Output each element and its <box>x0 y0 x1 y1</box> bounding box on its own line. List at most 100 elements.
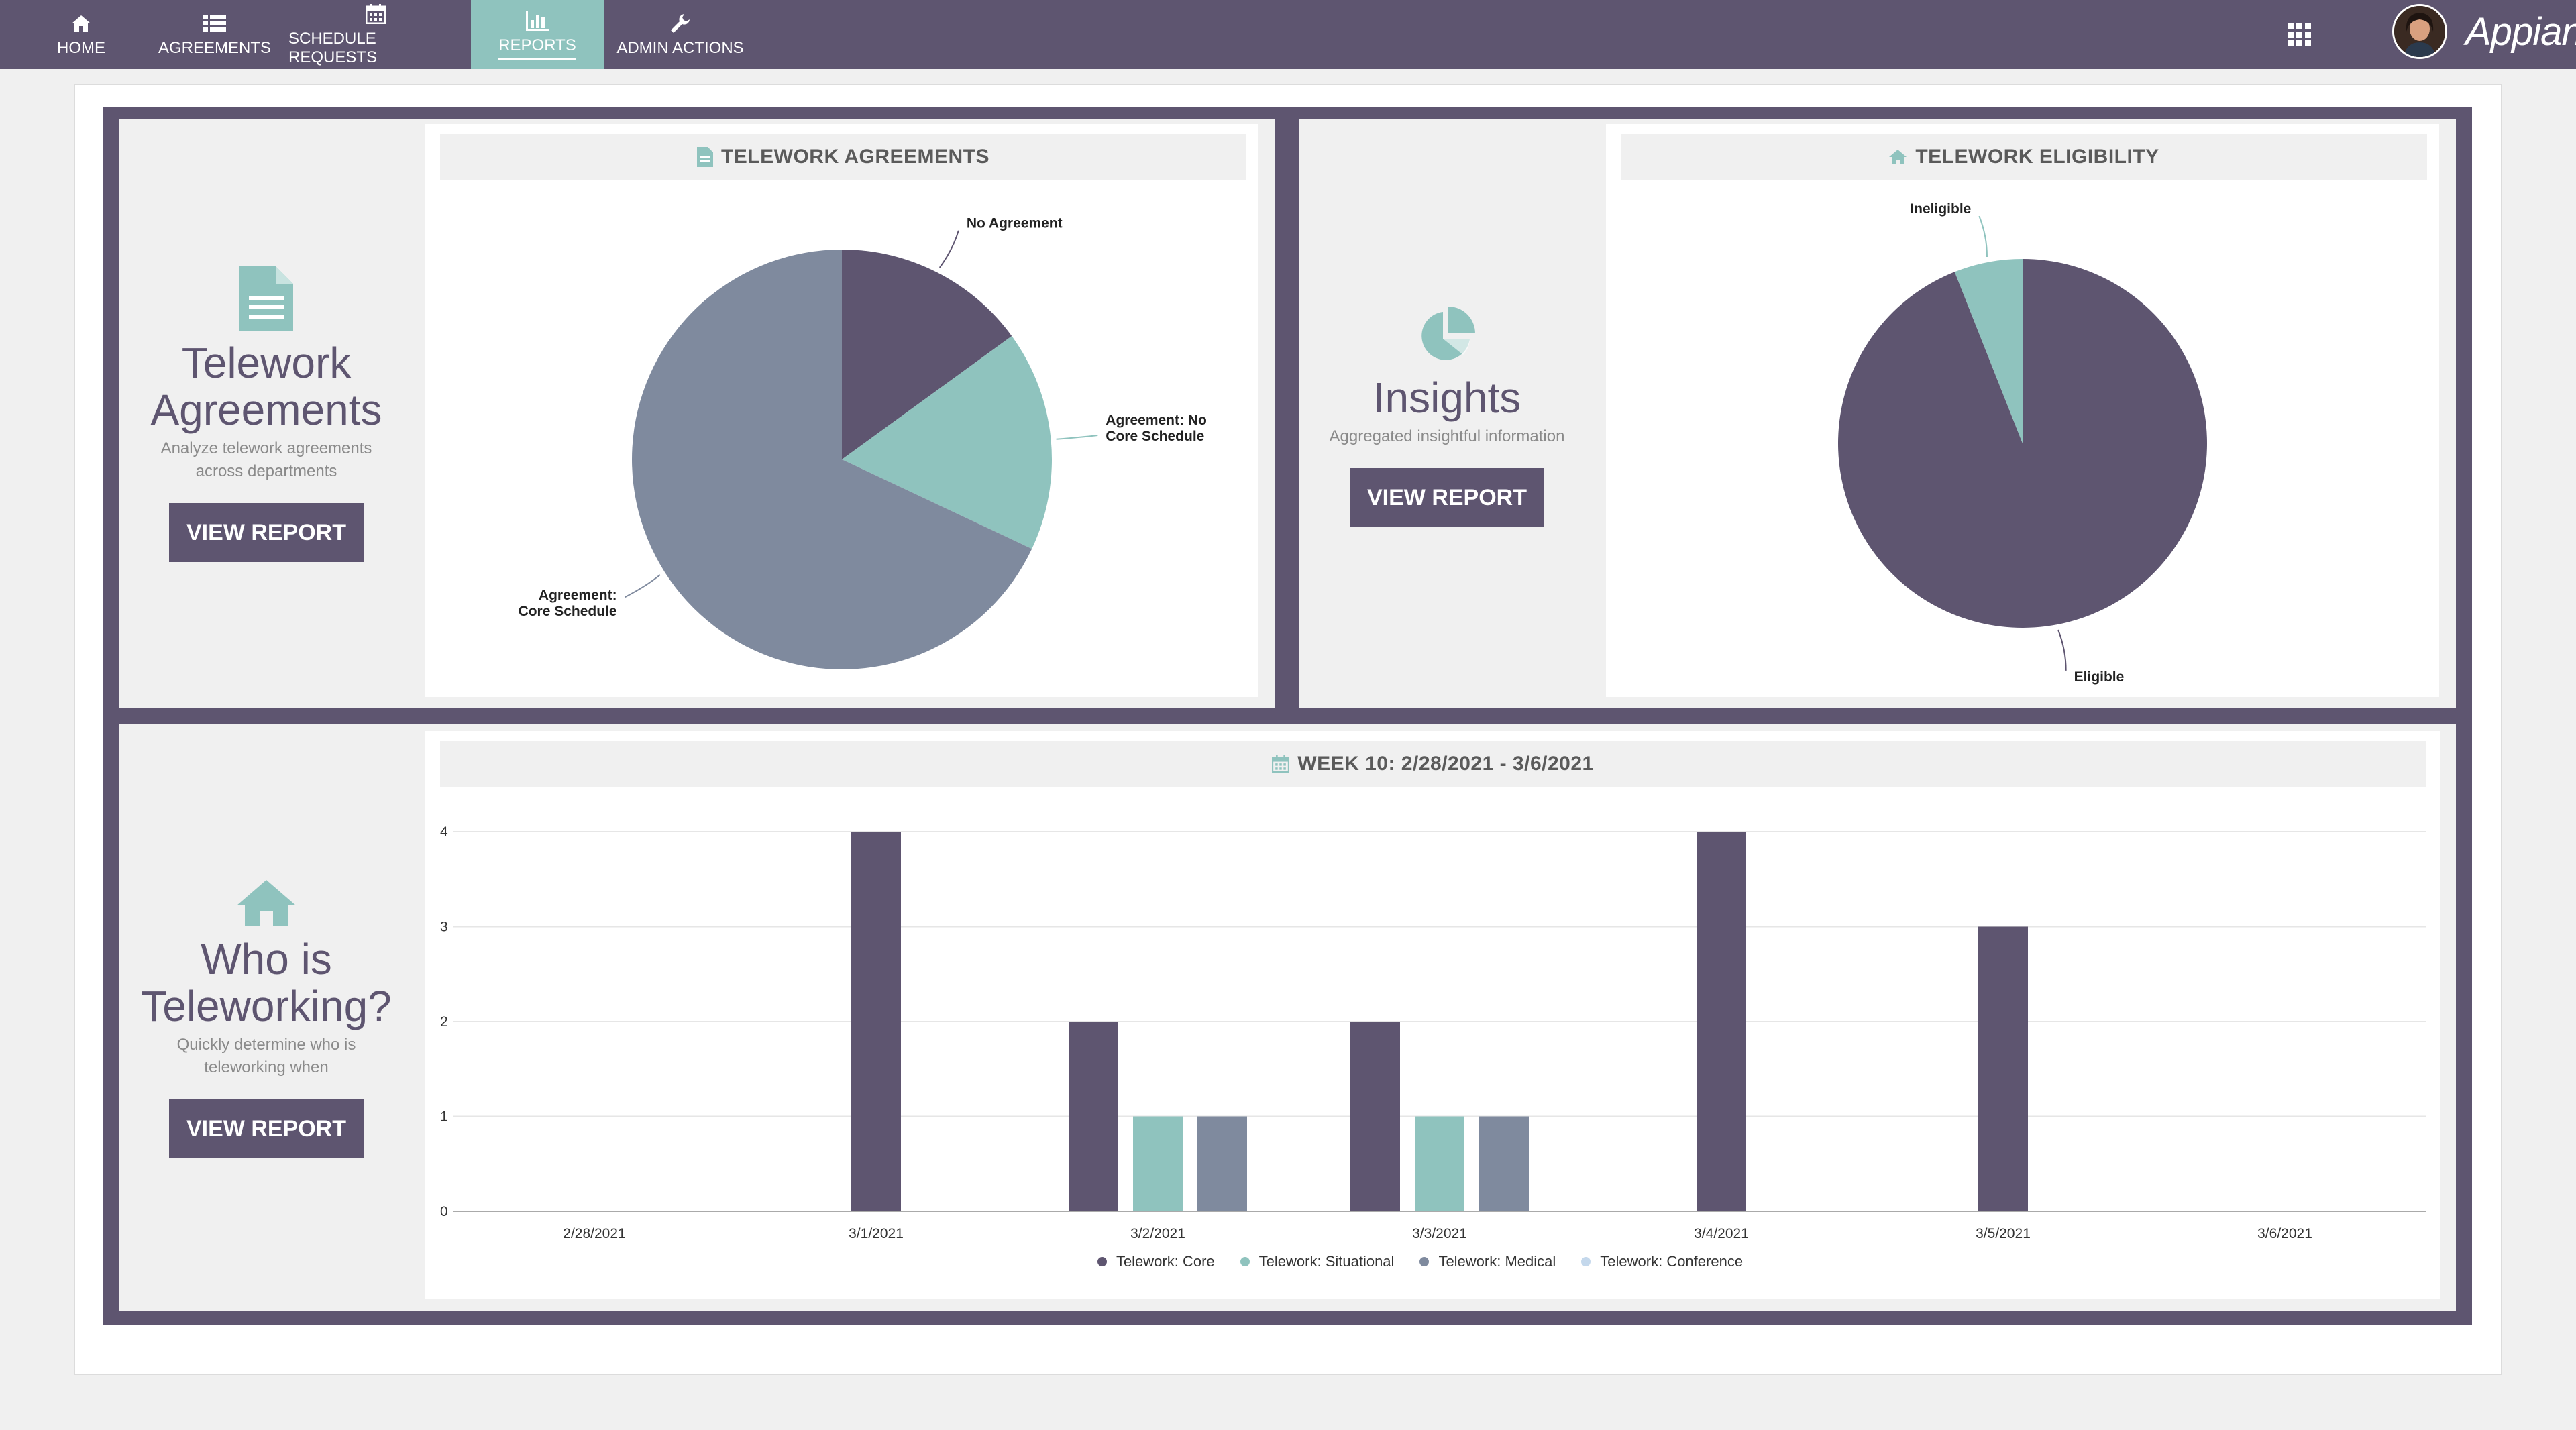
list-icon <box>203 12 226 35</box>
week-chart-header: WEEK 10: 2/28/2021 - 3/6/2021 <box>440 741 2426 787</box>
x-tick-label: 3/4/2021 <box>1694 1226 1749 1242</box>
x-tick-label: 3/2/2021 <box>1130 1226 1185 1242</box>
bar[interactable] <box>1350 1022 1400 1211</box>
bar[interactable] <box>1069 1022 1118 1211</box>
x-tick-label: 2/28/2021 <box>563 1226 625 1242</box>
calendar-icon <box>1272 755 1290 773</box>
pie-chart-icon <box>1416 304 1478 369</box>
agreements-chart-card: TELEWORK AGREEMENTS No Agreement Agreemen… <box>425 124 1258 697</box>
agreements-panel: Telework Agreements Analyze telework agr… <box>119 119 1275 708</box>
nav-admin-actions-label: ADMIN ACTIONS <box>616 38 744 57</box>
bar[interactable] <box>1479 1116 1529 1212</box>
y-tick-label: 4 <box>440 824 448 840</box>
agreements-subtitle-line2: across departments <box>195 462 337 480</box>
nav-home-label: HOME <box>57 38 105 57</box>
nav-reports[interactable]: REPORTS <box>471 0 604 69</box>
bar-chart-icon <box>526 9 549 32</box>
pie1-slice-1[interactable] <box>842 336 1052 549</box>
insights-title: Insights <box>1373 374 1521 422</box>
who-is-teleworking-panel: Who is Teleworking? Quickly determine wh… <box>119 724 2456 1311</box>
insights-subtitle: Aggregated insightful information <box>1329 427 1565 445</box>
legend-label: Telework: Medical <box>1438 1253 1556 1270</box>
legend-dot <box>1240 1257 1250 1266</box>
legend-label: Telework: Situational <box>1258 1253 1395 1270</box>
who-summary: Who is Teleworking? Quickly determine wh… <box>119 879 414 1158</box>
pie1-label-2: Agreement: <box>539 588 617 603</box>
home-icon <box>1888 149 1907 165</box>
bar[interactable] <box>1978 926 2028 1212</box>
legend-item[interactable]: Telework: Conference <box>1581 1253 1743 1270</box>
user-avatar[interactable] <box>2392 4 2447 59</box>
calendar-icon <box>366 3 386 25</box>
y-tick-label: 0 <box>440 1204 448 1219</box>
top-navigation-bar: HOME AGREEMENTS SCHEDULE REQUESTS REPORT… <box>0 0 2576 69</box>
who-view-report-button[interactable]: VIEW REPORT <box>168 1099 364 1158</box>
home-icon <box>70 12 92 35</box>
agreements-title-line2: Agreements <box>150 386 382 434</box>
who-subtitle-line1: Quickly determine who is <box>176 1036 356 1054</box>
agreements-chart-header: TELEWORK AGREEMENTS <box>440 134 1246 180</box>
pie1-slice-2[interactable] <box>632 250 1032 669</box>
pie2-label-1: Ineligible <box>1910 201 1971 217</box>
pie1-connector-2 <box>625 574 661 598</box>
appian-logo[interactable]: Appian <box>2465 10 2576 54</box>
y-tick-label: 2 <box>440 1014 448 1030</box>
pie2-label-0: Eligible <box>2074 669 2125 685</box>
nav-schedule-requests[interactable]: SCHEDULE REQUESTS <box>288 0 463 69</box>
pie1-label-1: Agreement: No <box>1106 412 1207 428</box>
week-chart-card: WEEK 10: 2/28/2021 - 3/6/2021 0 1 2 3 4 2/28/… <box>425 731 2440 1299</box>
eligibility-chart-title: TELEWORK ELIGIBILITY <box>1915 146 2159 168</box>
insights-panel: Insights Aggregated insightful informati… <box>1299 119 2456 708</box>
agreements-chart-title: TELEWORK AGREEMENTS <box>720 146 990 168</box>
telework-agreements-pie-chart: No Agreement Agreement: No Core ScheduleAg… <box>519 216 1207 669</box>
bar[interactable] <box>1133 1116 1183 1212</box>
nav-schedule-requests-label: SCHEDULE REQUESTS <box>288 29 378 66</box>
legend-item[interactable]: Telework: Core <box>1097 1253 1215 1270</box>
legend-dot <box>1419 1257 1430 1266</box>
nav-reports-label: REPORTS <box>498 36 576 60</box>
wrench-icon <box>669 12 691 35</box>
bar[interactable] <box>1697 832 1746 1211</box>
x-tick-label: 3/6/2021 <box>2257 1226 2312 1242</box>
agreements-summary: Telework Agreements Analyze telework agr… <box>119 266 414 562</box>
pie1-label-2: Core Schedule <box>519 604 617 619</box>
bar[interactable] <box>1197 1116 1247 1212</box>
who-subtitle-line2: teleworking when <box>204 1058 329 1077</box>
bar-chart-legend: Telework: Core Telework: Situational Telew… <box>425 1253 2440 1270</box>
pie1-connector-0 <box>938 230 959 268</box>
legend-dot <box>1581 1257 1591 1266</box>
bar[interactable] <box>1415 1116 1464 1212</box>
nav-admin-actions[interactable]: ADMIN ACTIONS <box>612 0 749 69</box>
y-tick-label: 3 <box>440 920 448 935</box>
agreements-title-line1: Telework <box>181 339 352 387</box>
pie2-slice-1[interactable] <box>1954 259 2023 443</box>
insights-summary: Insights Aggregated insightful informati… <box>1299 304 1595 527</box>
x-tick-label: 3/3/2021 <box>1412 1226 1467 1242</box>
agreements-view-report-button[interactable]: VIEW REPORT <box>168 503 364 562</box>
legend-label: Telework: Conference <box>1600 1253 1743 1270</box>
nav-agreements-label: AGREEMENTS <box>158 38 272 57</box>
pie1-slice-0[interactable] <box>842 250 1012 459</box>
insights-view-report-button[interactable]: VIEW REPORT <box>1349 468 1545 527</box>
pie2-connector-0 <box>2057 629 2067 671</box>
nav-home[interactable]: HOME <box>40 0 122 69</box>
pie2-connector-1 <box>1978 215 1988 258</box>
legend-label: Telework: Core <box>1116 1253 1215 1270</box>
who-title-line2: Teleworking? <box>141 982 392 1030</box>
legend-item[interactable]: Telework: Situational <box>1240 1253 1395 1270</box>
eligibility-chart-header: TELEWORK ELIGIBILITY <box>1621 134 2427 180</box>
y-tick-label: 1 <box>440 1109 448 1125</box>
legend-dot <box>1097 1257 1107 1266</box>
nav-agreements[interactable]: AGREEMENTS <box>156 0 274 69</box>
telework-eligibility-pie-chart: Eligible Ineligible <box>1838 201 2207 685</box>
who-title-line1: Who is <box>201 935 332 983</box>
x-tick-label: 3/1/2021 <box>849 1226 904 1242</box>
app-launcher-icon[interactable] <box>2288 23 2312 47</box>
x-tick-label: 3/5/2021 <box>1976 1226 2031 1242</box>
weekly-telework-bar-chart: 0 1 2 3 4 2/28/2021 3/1/2021 3/2/2021 3/3/2021 3/… <box>440 824 2426 1242</box>
eligibility-chart-card: TELEWORK ELIGIBILITY Eligible Ineligible <box>1606 124 2439 697</box>
document-icon <box>696 147 713 167</box>
pie1-label-0: No Agreement <box>967 216 1063 231</box>
legend-item[interactable]: Telework: Medical <box>1419 1253 1556 1270</box>
bar[interactable] <box>851 832 901 1211</box>
